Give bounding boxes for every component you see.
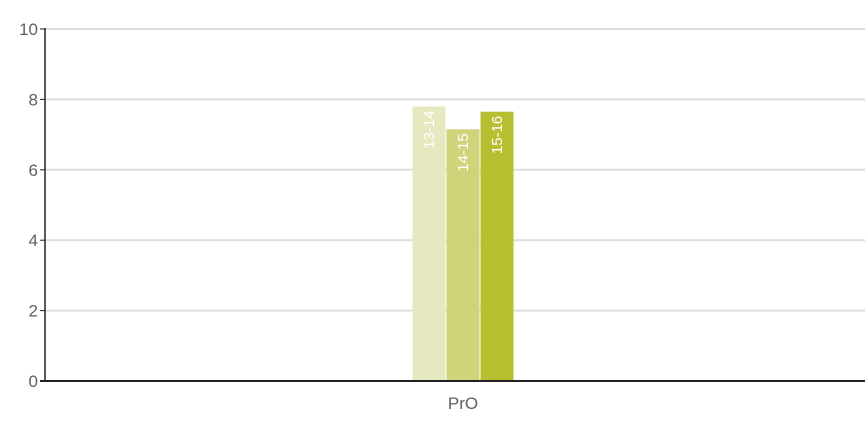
axes <box>40 28 865 382</box>
bars <box>412 106 514 381</box>
bar-label: 14-15 <box>455 133 472 171</box>
bar-13-14 <box>412 106 446 381</box>
y-tick-label: 6 <box>29 161 38 180</box>
y-tick-label: 0 <box>29 372 38 391</box>
y-tick-label: 8 <box>29 90 38 109</box>
labels: 0 2 4 6 8 10 13-14 14-15 15-16 PrO <box>19 20 506 413</box>
x-category-label: PrO <box>448 394 478 413</box>
y-tick-label: 4 <box>29 231 38 250</box>
y-tick-label: 10 <box>19 20 38 39</box>
bar-label: 15-16 <box>489 116 506 154</box>
bar-label: 13-14 <box>421 110 438 148</box>
bar-15-16 <box>480 111 514 381</box>
y-tick-label: 2 <box>29 302 38 321</box>
bar-14-15 <box>446 129 480 381</box>
